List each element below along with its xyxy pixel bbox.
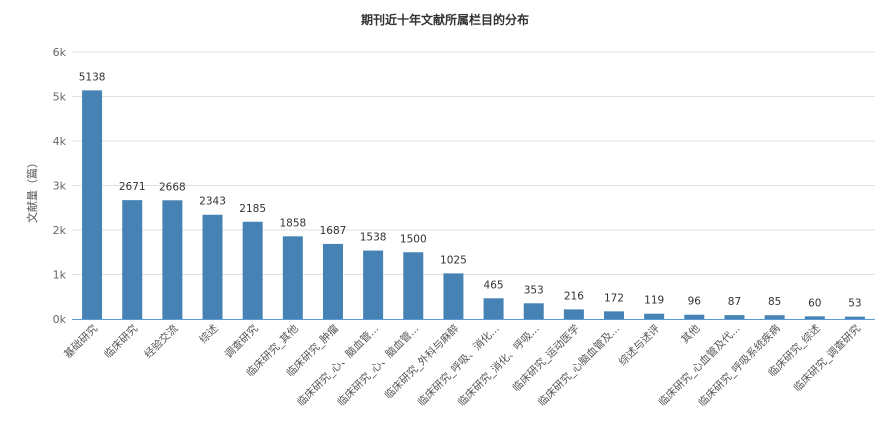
data-labels: 5138 2671 2668 2343 2185 1858 1687 1538 1500 1025… [79, 71, 862, 309]
bar [322, 243, 343, 319]
x-tick-label: 经验交流 [142, 322, 181, 361]
data-label: 85 [768, 296, 781, 308]
data-label: 1687 [320, 225, 347, 237]
data-label: 60 [808, 297, 821, 309]
bar [202, 214, 223, 319]
data-label: 353 [524, 284, 544, 296]
y-tick-label: 5k [53, 91, 67, 104]
y-tick-label: 3k [53, 180, 67, 193]
bar [684, 314, 705, 319]
x-axis-ticks: 基础研究 临床研究 经验交流 综述 调查研究临床研究_其他临床研究_肿瘤临床研究_心、脑… [61, 322, 863, 410]
bar [844, 316, 865, 319]
y-axis-label: 文献量（篇） [25, 157, 39, 223]
x-tick-label: 调查研究 [222, 322, 261, 361]
x-tick-label: 临床研究_呼吸、消化... [415, 322, 502, 409]
bars [82, 90, 865, 319]
bar [82, 90, 103, 319]
bar [242, 221, 263, 319]
bar [443, 273, 464, 319]
data-label: 465 [484, 279, 504, 291]
x-tick-label: 临床研究_呼吸系统疾病 [696, 322, 784, 410]
bar [724, 315, 745, 319]
x-tick-label: 临床研究_外科与麻醉 [382, 322, 462, 402]
bar [122, 200, 143, 319]
x-tick-label: 临床研究_心、脑血管... [335, 322, 422, 409]
data-label: 2343 [199, 196, 226, 208]
y-tick-label: 2k [53, 224, 67, 237]
x-tick-label: 临床研究 [101, 322, 140, 361]
bar [162, 200, 183, 319]
bar [604, 311, 625, 319]
x-tick-label: 综述与述评 [616, 322, 663, 369]
data-label: 119 [644, 295, 664, 307]
bar [523, 303, 544, 319]
data-label: 5138 [79, 71, 106, 83]
y-tick-label: 6k [53, 46, 67, 59]
y-tick-label: 4k [53, 135, 67, 148]
data-label: 2671 [119, 181, 146, 193]
data-label: 1538 [360, 232, 387, 244]
x-tick-label: 综述 [197, 322, 221, 346]
bar [563, 309, 584, 319]
y-tick-label: 0k [53, 313, 67, 326]
x-tick-label: 临床研究_消化、呼吸... [455, 322, 542, 409]
bar [764, 315, 785, 319]
data-label: 1025 [440, 254, 467, 266]
data-label: 87 [728, 296, 741, 308]
x-tick-label: 临床研究_调查研究 [791, 322, 864, 395]
chart-title: 期刊近十年文献所属栏目的分布 [361, 12, 529, 27]
data-label: 53 [848, 298, 861, 310]
x-tick-label: 基础研究 [61, 322, 100, 361]
x-tick-label: 临床研究_心、脑血管... [294, 322, 381, 409]
data-label: 2185 [239, 203, 266, 215]
data-label: 1500 [400, 233, 427, 245]
y-axis-ticks: 0k 1k 2k 3k 4k 5k 6k [53, 46, 67, 326]
data-label: 2668 [159, 181, 186, 193]
bar [363, 250, 384, 319]
bar [483, 298, 504, 319]
gridlines [72, 51, 875, 275]
x-tick-label: 临床研究_心脑血管及... [535, 322, 622, 409]
data-label: 216 [564, 290, 584, 302]
bar [403, 252, 424, 319]
bar [804, 316, 825, 319]
y-tick-label: 1k [53, 269, 67, 282]
x-tick-label: 临床研究_运动医学 [510, 322, 582, 394]
data-label: 96 [688, 296, 702, 308]
bar [282, 236, 303, 319]
bar [644, 313, 665, 319]
x-tick-label: 其他 [678, 322, 702, 346]
x-tick-label: 临床研究_心血管及代... [656, 322, 743, 409]
data-label: 172 [604, 292, 624, 304]
data-label: 1858 [279, 217, 306, 229]
